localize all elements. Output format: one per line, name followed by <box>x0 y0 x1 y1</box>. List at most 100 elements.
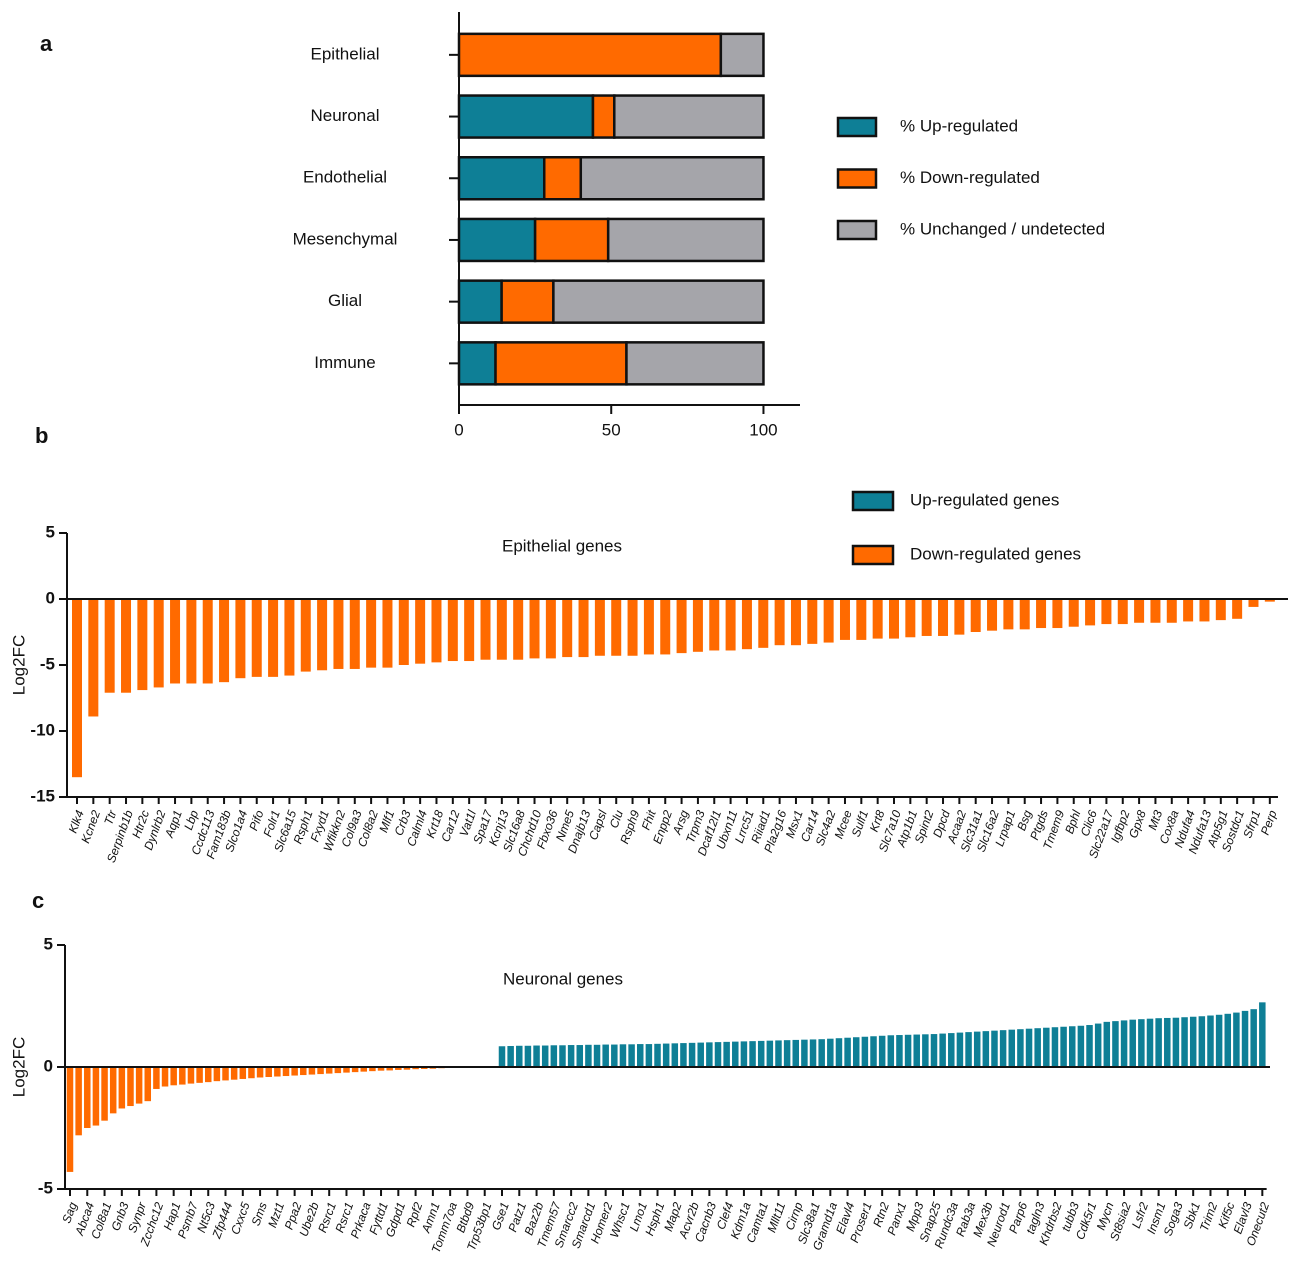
bar <box>1043 1027 1050 1067</box>
legend-swatch <box>836 219 878 241</box>
bar <box>377 1067 385 1071</box>
bar <box>758 599 769 648</box>
bar <box>775 1040 782 1067</box>
bar <box>1003 599 1014 630</box>
bar <box>516 1045 523 1067</box>
bar <box>1259 1002 1266 1067</box>
bar <box>585 1044 592 1067</box>
bar <box>196 1067 203 1083</box>
bar <box>562 599 573 658</box>
bar <box>1150 599 1161 623</box>
bar <box>317 1067 324 1075</box>
bar <box>991 1030 998 1067</box>
bar <box>835 1038 843 1067</box>
bar <box>92 1067 100 1126</box>
category-label: Glial <box>328 291 362 310</box>
bar <box>1036 599 1047 629</box>
bar <box>222 1067 229 1081</box>
bar <box>818 1039 825 1067</box>
bar <box>725 599 736 651</box>
x-tick-label: 100 <box>749 420 777 439</box>
bar <box>84 1067 91 1128</box>
panel-label: c <box>32 888 44 913</box>
x-tick-label: 50 <box>602 420 621 439</box>
bar <box>861 1036 869 1067</box>
bar <box>870 1036 877 1067</box>
bar <box>248 1067 255 1079</box>
bar <box>1052 599 1063 629</box>
bar <box>1025 1028 1033 1067</box>
bar <box>643 599 654 655</box>
bar <box>1207 1015 1214 1067</box>
bar <box>109 1067 117 1114</box>
bar <box>153 1067 160 1089</box>
bar <box>533 1045 540 1067</box>
bar <box>1068 1026 1076 1067</box>
bar <box>1103 1021 1111 1067</box>
bar <box>723 1041 730 1067</box>
bar <box>1120 1020 1128 1067</box>
bar <box>137 599 148 691</box>
bar <box>1155 1018 1162 1067</box>
bar <box>1112 1021 1119 1067</box>
bar <box>913 1034 920 1067</box>
bar <box>922 1034 929 1067</box>
bar <box>480 599 491 660</box>
bar <box>896 1035 903 1067</box>
bar <box>382 599 393 668</box>
bar <box>282 1067 290 1077</box>
bar <box>1146 1018 1154 1067</box>
bar <box>179 1067 186 1085</box>
bar <box>740 1041 748 1067</box>
bar <box>1248 599 1259 607</box>
y-tick-label: -15 <box>30 786 55 805</box>
legend-swatch <box>851 544 895 566</box>
chart-title: Neuronal genes <box>503 969 623 988</box>
x-tick-label: Fhit <box>639 808 659 832</box>
bar <box>619 1044 627 1067</box>
bar <box>513 599 524 660</box>
bar <box>202 599 213 684</box>
bar <box>766 1040 774 1067</box>
bar <box>938 599 949 636</box>
bar <box>239 1067 247 1079</box>
chart-title: Epithelial genes <box>502 536 622 555</box>
bar <box>856 599 867 640</box>
legend-label: Down-regulated genes <box>910 544 1081 563</box>
category-label: Epithelial <box>311 44 380 63</box>
bar <box>121 599 132 693</box>
legend-label: % Down-regulated <box>900 168 1040 187</box>
bar <box>680 1043 687 1067</box>
bar <box>1077 1025 1085 1067</box>
y-axis-label: Log2FC <box>9 1037 28 1097</box>
bar <box>807 599 818 644</box>
category-label: Mesenchymal <box>293 229 398 248</box>
y-tick-label: 5 <box>46 522 55 541</box>
bar-segment <box>457 156 546 201</box>
bar-segment <box>457 32 723 78</box>
bar <box>104 599 115 693</box>
bar <box>741 599 752 650</box>
bar <box>954 599 965 635</box>
bar <box>541 1045 549 1067</box>
bar <box>507 1046 514 1067</box>
bar <box>464 599 475 662</box>
bar <box>1215 1014 1223 1067</box>
y-tick-label: -5 <box>38 1178 53 1197</box>
bar <box>1085 599 1096 626</box>
bar-segment <box>457 279 503 324</box>
bar <box>1181 1017 1188 1067</box>
bar <box>939 1033 946 1067</box>
bar <box>349 599 360 669</box>
bar <box>611 1044 618 1067</box>
bar <box>300 599 311 672</box>
bar <box>697 1042 704 1067</box>
category-label: Immune <box>314 353 375 372</box>
bar <box>101 1067 108 1121</box>
bar <box>550 1045 558 1067</box>
bar <box>256 1067 264 1078</box>
bar <box>1199 599 1210 622</box>
bar <box>1129 1019 1136 1067</box>
x-tick-label: Clu <box>607 808 626 830</box>
